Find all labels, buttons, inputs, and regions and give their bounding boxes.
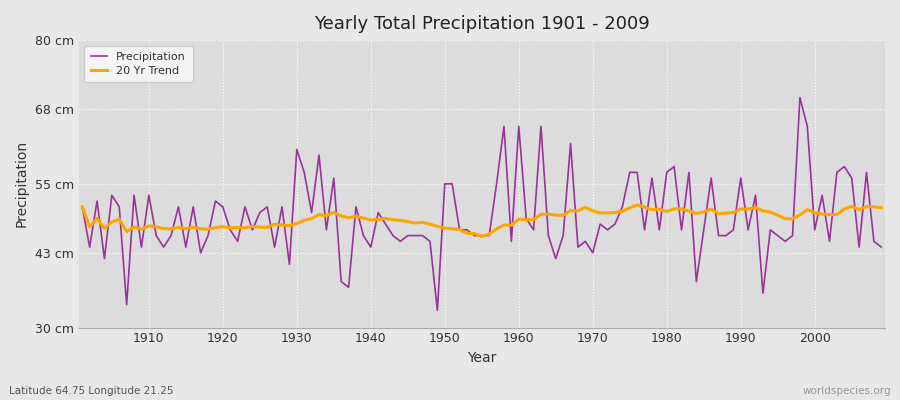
Precipitation <box>76 204 87 209</box>
Line: Precipitation: Precipitation <box>82 98 881 310</box>
20 Yr Trend <box>876 205 886 210</box>
20 Yr Trend <box>632 202 643 207</box>
Precipitation <box>609 222 620 226</box>
20 Yr Trend <box>343 215 354 220</box>
Precipitation <box>432 308 443 313</box>
Precipitation <box>343 285 354 290</box>
Precipitation <box>795 95 806 100</box>
Legend: Precipitation, 20 Yr Trend: Precipitation, 20 Yr Trend <box>84 46 193 82</box>
20 Yr Trend <box>513 217 524 222</box>
Text: Latitude 64.75 Longitude 21.25: Latitude 64.75 Longitude 21.25 <box>9 386 174 396</box>
20 Yr Trend <box>136 227 147 232</box>
Precipitation <box>521 216 532 221</box>
20 Yr Trend <box>76 204 87 209</box>
Line: 20 Yr Trend: 20 Yr Trend <box>82 205 881 236</box>
Title: Yearly Total Precipitation 1901 - 2009: Yearly Total Precipitation 1901 - 2009 <box>314 15 650 33</box>
Y-axis label: Precipitation: Precipitation <box>15 140 29 228</box>
20 Yr Trend <box>299 218 310 223</box>
Precipitation <box>513 124 524 129</box>
20 Yr Trend <box>476 234 487 239</box>
20 Yr Trend <box>521 217 532 222</box>
Text: worldspecies.org: worldspecies.org <box>803 386 891 396</box>
Precipitation <box>876 245 886 250</box>
20 Yr Trend <box>609 210 620 215</box>
X-axis label: Year: Year <box>467 351 497 365</box>
Precipitation <box>136 245 147 250</box>
Precipitation <box>299 170 310 175</box>
